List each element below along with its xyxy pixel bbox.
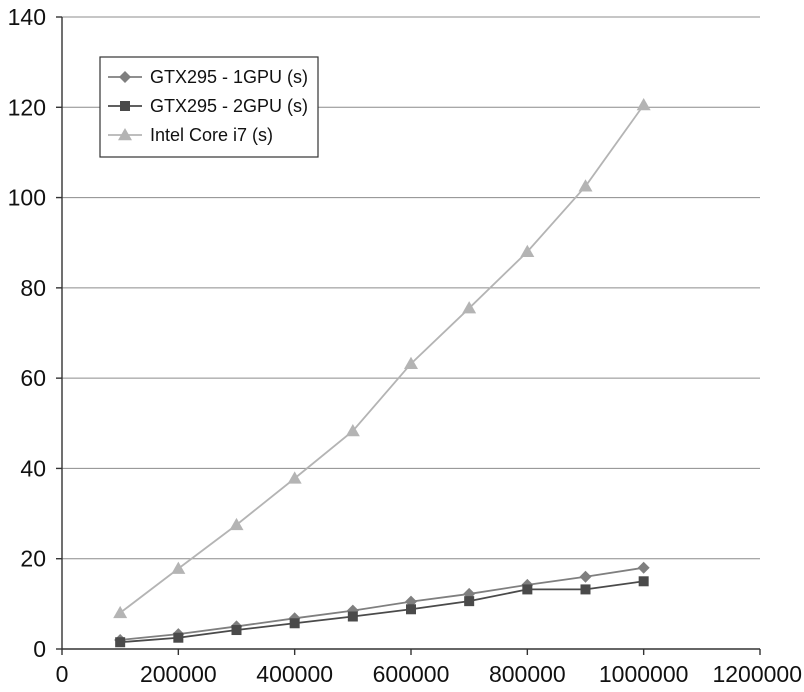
data-point (171, 561, 186, 574)
x-tick-label: 600000 (373, 661, 450, 687)
data-point (345, 423, 360, 437)
legend-label: Intel Core i7 (s) (150, 125, 273, 145)
data-point (580, 584, 591, 595)
data-point (115, 637, 126, 648)
data-point (231, 625, 242, 636)
data-point (520, 244, 535, 257)
x-tick-label: 1200000 (712, 661, 802, 687)
data-point (173, 632, 184, 643)
data-point (113, 605, 128, 619)
y-tick-label: 80 (20, 275, 46, 301)
series-3 (113, 98, 651, 619)
axes (56, 16, 761, 655)
y-tick-label: 40 (20, 455, 46, 481)
data-point (636, 98, 651, 111)
y-tick-label: 20 (20, 546, 46, 572)
series-line (119, 104, 645, 614)
legend-marker (119, 71, 131, 83)
x-tick-label: 1000000 (599, 661, 689, 687)
series-lines (113, 98, 651, 648)
data-point (579, 570, 592, 583)
y-tick-label: 0 (33, 636, 46, 662)
tick-labels: 0 20 40 60 80 100 120 140 0 200000 400000 600000 800… (8, 4, 802, 687)
y-tick-label: 60 (20, 365, 46, 391)
x-tick-label: 400000 (256, 661, 333, 687)
data-point (462, 301, 477, 314)
data-point (578, 179, 593, 192)
legend-entry: GTX295 - 2GPU (s) (108, 96, 308, 116)
data-point (229, 517, 244, 531)
data-point (637, 561, 650, 574)
data-point (289, 618, 300, 629)
data-point (406, 604, 416, 615)
x-tick-label: 800000 (489, 661, 566, 687)
series-1 (114, 561, 650, 646)
series-line (120, 566, 644, 641)
data-point (287, 471, 302, 484)
series-2 (115, 576, 649, 648)
data-point (464, 596, 475, 607)
x-tick-label: 200000 (140, 661, 217, 687)
legend-label: GTX295 - 1GPU (s) (150, 67, 308, 87)
y-tick-label: 100 (8, 185, 46, 211)
data-point (638, 576, 649, 587)
legend-entry: Intel Core i7 (s) (108, 125, 273, 145)
y-tick-label: 140 (8, 4, 46, 30)
y-tick-label: 120 (8, 94, 46, 120)
x-tick-label: 0 (56, 661, 69, 687)
legend-marker (120, 101, 130, 111)
series-line (120, 580, 644, 644)
legend-label: GTX295 - 2GPU (s) (150, 96, 308, 116)
data-point (347, 611, 358, 622)
legend-box (99, 56, 319, 158)
data-point (522, 584, 533, 595)
legend-entry: GTX295 - 1GPU (s) (108, 67, 308, 87)
data-point (404, 356, 418, 369)
legend: GTX295 - 1GPU (s) GTX295 - 2GPU (s) Intel … (99, 56, 319, 158)
legend-marker (118, 128, 132, 141)
